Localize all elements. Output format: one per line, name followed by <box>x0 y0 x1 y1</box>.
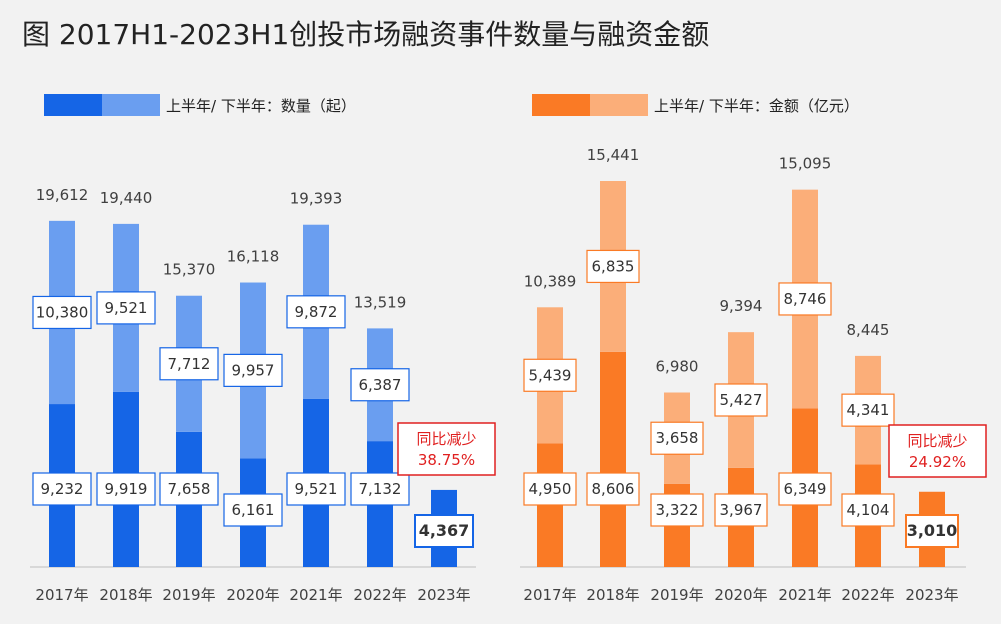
h1-label-box <box>650 493 704 527</box>
h1-value-label: 6,349 <box>784 480 827 498</box>
h2-label-box <box>650 421 704 455</box>
legend-swatch-h1 <box>44 94 102 116</box>
total-value-label: 15,095 <box>779 155 832 173</box>
total-value-label: 15,370 <box>163 261 216 279</box>
x-tick-label: 2023年 <box>417 586 470 604</box>
amount-chart: 上半年/ 下半年：金额（亿元） 5,439 4,950 10,389 2017年 6,8… <box>520 94 987 604</box>
h2-label-box <box>841 393 895 427</box>
h1-label-box <box>223 493 283 527</box>
h1-label-box <box>414 514 474 548</box>
h2-value-label: 10,380 <box>36 303 89 321</box>
count-chart: 上半年/ 下半年：数量（起） 10,380 9,232 19,612 2017年 9,5… <box>30 94 496 604</box>
total-value-label: 15,441 <box>587 146 640 164</box>
x-tick-label: 2021年 <box>289 586 342 604</box>
x-tick-label: 2023年 <box>905 586 958 604</box>
h1-label-box <box>905 514 959 548</box>
h2-value-label: 5,439 <box>529 366 572 384</box>
h2-label-box <box>714 383 768 417</box>
h1-value-label: 8,606 <box>592 480 635 498</box>
legend-swatch-h2 <box>102 94 160 116</box>
total-value-label: 10,389 <box>524 272 577 290</box>
h1-value-label: 6,161 <box>232 501 275 519</box>
h1-label-box <box>96 472 156 506</box>
x-tick-label: 2019年 <box>650 586 703 604</box>
h2-value-label: 7,712 <box>168 355 211 373</box>
x-tick-label: 2021年 <box>778 586 831 604</box>
h1-value-label: 4,367 <box>419 521 470 540</box>
total-value-label: 16,118 <box>227 248 280 266</box>
x-tick-label: 2017年 <box>523 586 576 604</box>
h1-label-box <box>714 493 768 527</box>
total-value-label: 8,445 <box>847 321 890 339</box>
h1-value-label: 9,521 <box>295 480 338 498</box>
h2-value-label: 4,341 <box>847 401 890 419</box>
x-tick-label: 2022年 <box>841 586 894 604</box>
total-value-label: 13,519 <box>354 293 407 311</box>
h1-value-label: 4,950 <box>529 480 572 498</box>
h2-label-box <box>223 353 283 387</box>
x-tick-label: 2017年 <box>35 586 88 604</box>
h1-value-label: 7,658 <box>168 480 211 498</box>
h1-label-box <box>286 472 346 506</box>
h2-label-box <box>159 347 219 381</box>
total-value-label: 19,393 <box>290 190 343 208</box>
h2-value-label: 9,957 <box>232 361 275 379</box>
legend-swatch-h2 <box>590 94 648 116</box>
bar-h1 <box>600 351 626 567</box>
total-value-label: 9,394 <box>720 297 763 315</box>
h2-value-label: 9,872 <box>295 303 338 321</box>
legend-label: 上半年/ 下半年：金额（亿元） <box>654 97 859 115</box>
x-tick-label: 2020年 <box>714 586 767 604</box>
total-value-label: 6,980 <box>656 358 699 376</box>
h2-label-box <box>350 368 410 402</box>
total-value-label: 19,612 <box>36 186 89 204</box>
h2-value-label: 6,835 <box>592 257 635 275</box>
h2-label-box <box>96 291 156 325</box>
yoy-annotation-box <box>888 424 987 478</box>
h1-value-label: 3,967 <box>720 501 763 519</box>
h1-value-label: 9,919 <box>105 480 148 498</box>
x-tick-label: 2019年 <box>162 586 215 604</box>
h2-value-label: 3,658 <box>656 429 699 447</box>
h2-label-box <box>523 358 577 392</box>
yoy-annotation-value: 38.75% <box>418 451 475 469</box>
figure-title: 图 2017H1-2023H1创投市场融资事件数量与融资金额 <box>22 18 709 51</box>
h2-value-label: 8,746 <box>784 290 827 308</box>
h1-label-box <box>778 472 832 506</box>
x-tick-label: 2020年 <box>226 586 279 604</box>
legend-label: 上半年/ 下半年：数量（起） <box>166 97 356 115</box>
h1-label-box <box>350 472 410 506</box>
h2-value-label: 9,521 <box>105 299 148 317</box>
total-value-label: 19,440 <box>100 189 153 207</box>
legend-swatch-h1 <box>532 94 590 116</box>
h1-value-label: 7,132 <box>359 480 402 498</box>
h2-label-box <box>32 295 92 330</box>
h2-label-box <box>286 295 346 329</box>
h1-label-box <box>159 472 219 506</box>
yoy-annotation-value: 24.92% <box>909 453 966 471</box>
yoy-annotation-box <box>397 422 496 476</box>
h1-label-box <box>32 472 92 506</box>
h1-label-box <box>523 472 577 506</box>
h2-value-label: 5,427 <box>720 391 763 409</box>
h1-label-box <box>586 472 640 506</box>
x-tick-label: 2018年 <box>99 586 152 604</box>
h2-value-label: 6,387 <box>359 376 402 394</box>
yoy-annotation-label: 同比减少 <box>907 432 967 450</box>
h1-value-label: 9,232 <box>41 480 84 498</box>
h2-label-box <box>778 282 832 316</box>
x-tick-label: 2018年 <box>586 586 639 604</box>
x-tick-label: 2022年 <box>353 586 406 604</box>
h1-value-label: 3,322 <box>656 501 699 519</box>
h2-label-box <box>586 249 640 284</box>
h1-value-label: 4,104 <box>847 501 890 519</box>
yoy-annotation-label: 同比减少 <box>416 430 476 448</box>
h1-value-label: 3,010 <box>907 521 958 540</box>
h1-label-box <box>841 493 895 527</box>
